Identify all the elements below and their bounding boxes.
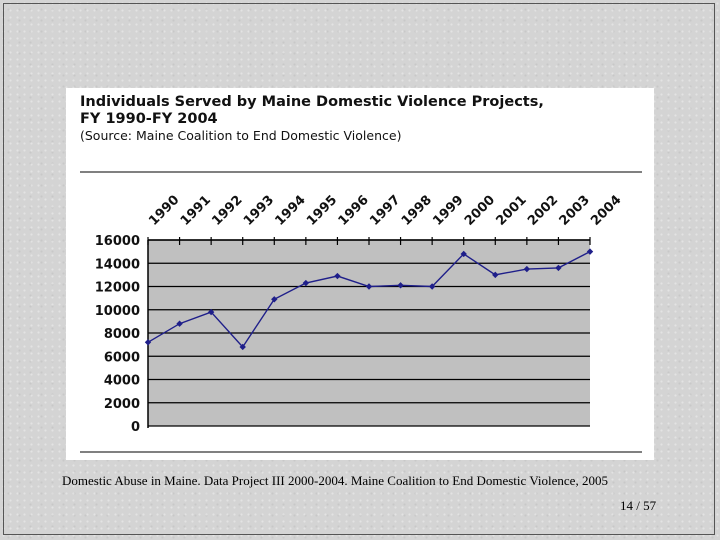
page-total: 57 (643, 498, 657, 513)
data-point (176, 320, 183, 327)
data-point (555, 264, 562, 272)
data-point (460, 250, 467, 258)
data-point (428, 283, 436, 290)
y-tick-label: 10000 (95, 304, 140, 319)
x-tick-label: 2000 (462, 193, 498, 229)
x-tick-label: 1992 (209, 193, 245, 229)
data-point (302, 279, 310, 287)
y-tick-label: 14000 (95, 257, 140, 272)
data-point (334, 272, 341, 280)
line-chart: 0 2000 4000 6000 8000 10000 12000 14000 16000 199… (80, 171, 642, 453)
x-tick-label: 2003 (557, 193, 593, 229)
data-point (239, 343, 246, 351)
chart-title-line2: FY 1990-FY 2004 (80, 111, 218, 127)
x-tick-label: 1998 (399, 193, 435, 229)
chart-card: Individuals Served by Maine Domestic Vio… (66, 88, 654, 460)
y-tick-label: 0 (131, 420, 140, 435)
x-tick-label: 1996 (336, 193, 372, 229)
data-point (365, 283, 373, 290)
y-tick-label: 8000 (104, 327, 140, 342)
data-point (397, 282, 404, 289)
x-tick-label: 2001 (494, 193, 530, 229)
page-number: 14 / 57 (620, 498, 656, 514)
data-point (144, 339, 152, 346)
x-tick-label: 1995 (304, 193, 340, 229)
slide-caption: Domestic Abuse in Maine. Data Project II… (62, 473, 608, 488)
chart-title: Individuals Served by Maine Domestic Vio… (80, 94, 544, 128)
y-tick-label: 6000 (104, 350, 140, 365)
chart-source: (Source: Maine Coalition to End Domestic… (80, 128, 402, 143)
y-tick-label: 16000 (95, 234, 140, 249)
x-tick-label: 1997 (367, 193, 403, 229)
data-point (271, 296, 278, 303)
x-tick-label: 1994 (273, 193, 309, 229)
page-current: 14 (620, 498, 633, 513)
page-separator: / (636, 498, 640, 513)
x-tick-label: 1990 (146, 193, 182, 229)
data-point (586, 248, 594, 255)
data-point (207, 308, 215, 316)
y-tick-label: 4000 (104, 374, 140, 389)
x-tick-label: 1991 (178, 193, 214, 229)
x-tick-label: 1999 (430, 193, 466, 229)
x-tick-label: 1993 (241, 193, 277, 229)
data-point (492, 271, 499, 279)
slide-frame (3, 3, 715, 535)
y-tick-label: 12000 (95, 281, 140, 296)
y-tick-label: 2000 (104, 397, 140, 412)
x-tick-label: 2004 (588, 193, 624, 229)
x-tick-label: 2002 (525, 193, 561, 229)
chart-title-line1: Individuals Served by Maine Domestic Vio… (80, 94, 544, 110)
